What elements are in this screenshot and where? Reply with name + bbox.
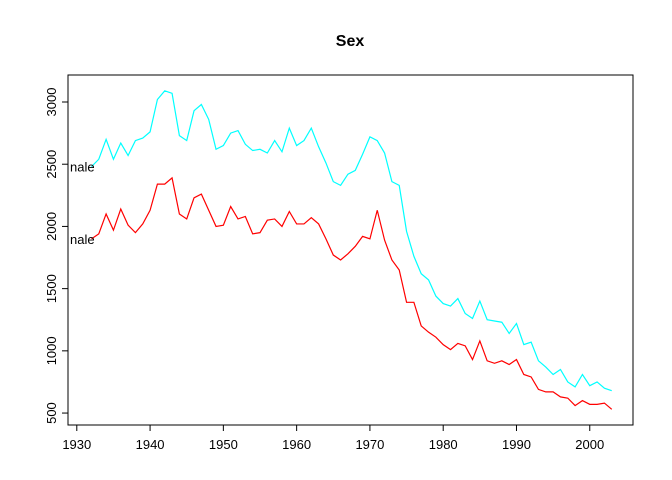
y-tick-label: 1000	[44, 336, 59, 365]
series-line	[91, 176, 613, 410]
series-line	[91, 90, 612, 392]
x-tick-label: 1950	[209, 437, 238, 452]
x-tick-label: 1980	[429, 437, 458, 452]
x-tick-label: 1930	[62, 437, 91, 452]
x-tick-label: 1970	[355, 437, 384, 452]
x-tick-label: 1960	[282, 437, 311, 452]
y-tick-label: 1500	[44, 274, 59, 303]
y-tick-label: 3000	[44, 88, 59, 117]
chart-title: Sex	[336, 33, 365, 50]
plot-box	[67, 74, 634, 426]
series-label: nale	[70, 232, 95, 247]
y-tick-label: 2500	[44, 150, 59, 179]
x-tick-label: 1940	[136, 437, 165, 452]
y-tick-label: 500	[44, 402, 59, 424]
x-tick-label: 1990	[502, 437, 531, 452]
plot-area: nale nale	[70, 90, 613, 410]
y-tick-label: 2000	[44, 212, 59, 241]
x-tick-label: 2000	[575, 437, 604, 452]
series-label: nale	[70, 160, 95, 175]
